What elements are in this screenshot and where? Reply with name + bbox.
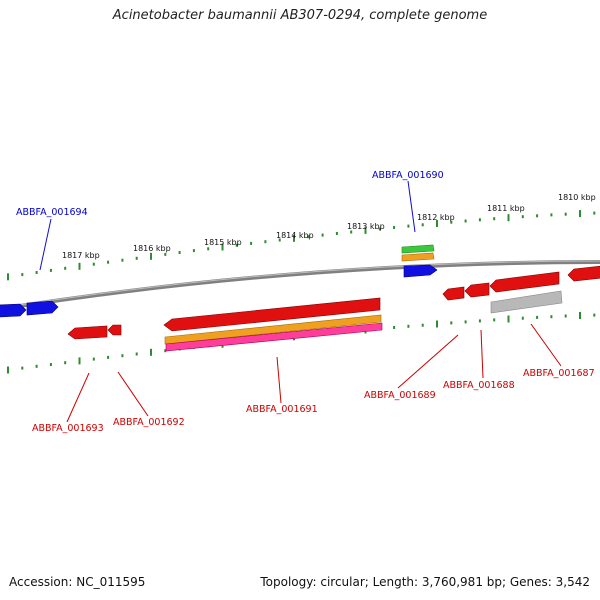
genome-backbone <box>0 260 600 311</box>
leader-line-1692 <box>117 371 149 417</box>
gene-1695-arrow[interactable] <box>0 303 27 318</box>
scale-label-1811: 1811 kbp <box>487 204 525 213</box>
scale-ticks-bottom <box>7 312 596 374</box>
scale-label-1814: 1814 kbp <box>276 231 314 240</box>
gene-label-1694[interactable]: ABBFA_001694 <box>16 207 88 218</box>
gene-label-1687[interactable]: ABBFA_001687 <box>523 368 595 379</box>
gene-label-1691[interactable]: ABBFA_001691 <box>246 404 318 415</box>
gene-1689-arrow[interactable] <box>442 286 465 301</box>
gene-1690-arrow[interactable] <box>403 264 438 278</box>
gene-1690-green-feature[interactable] <box>401 244 435 254</box>
leader-line-1689 <box>397 334 459 389</box>
leader-line-1691 <box>276 356 282 404</box>
scale-label-1816: 1816 kbp <box>133 244 171 253</box>
gene-label-1690[interactable]: ABBFA_001690 <box>372 170 444 181</box>
scale-label-1812: 1812 kbp <box>417 213 455 222</box>
gene-1687-gray-feature[interactable] <box>490 290 563 314</box>
gene-1693-arrow[interactable] <box>67 325 108 340</box>
gene-1694-arrow[interactable] <box>26 300 59 316</box>
accession-text: Accession: NC_011595 <box>9 575 146 589</box>
gene-label-1688[interactable]: ABBFA_001688 <box>443 380 515 391</box>
genome-summary-text: Topology: circular; Length: 3,760,981 bp… <box>260 575 590 589</box>
leader-line-1688 <box>480 329 484 379</box>
gene-1688-arrow[interactable] <box>464 282 490 298</box>
gene-1692-arrow[interactable] <box>107 324 122 336</box>
gene-1691-arrow[interactable] <box>163 297 381 332</box>
scale-label-1815: 1815 kbp <box>204 238 242 247</box>
scale-label-1813: 1813 kbp <box>347 222 385 231</box>
leader-line-1693 <box>66 372 90 423</box>
leader-line-1687 <box>530 323 562 367</box>
scale-label-1810: 1810 kbp <box>558 193 596 202</box>
leader-line-1694 <box>39 218 52 271</box>
gene-1690-orange-feature[interactable] <box>401 252 435 262</box>
gene-label-1693[interactable]: ABBFA_001693 <box>32 423 104 434</box>
leader-line-1690 <box>407 180 416 233</box>
scale-label-1817: 1817 kbp <box>62 251 100 260</box>
gene-label-1689[interactable]: ABBFA_001689 <box>364 390 436 401</box>
gene-1686-arrow[interactable] <box>567 265 600 282</box>
genome-backbone-highlight <box>0 260 600 309</box>
gene-1691-pink-feature[interactable] <box>165 322 383 352</box>
gene-1687-arrow[interactable] <box>489 271 560 293</box>
gene-1691-orange-feature[interactable] <box>164 314 382 345</box>
scale-ticks-top <box>7 210 596 281</box>
gene-label-1692[interactable]: ABBFA_001692 <box>113 417 185 428</box>
map-title: Acinetobacter baumannii AB307-0294, comp… <box>112 8 488 23</box>
